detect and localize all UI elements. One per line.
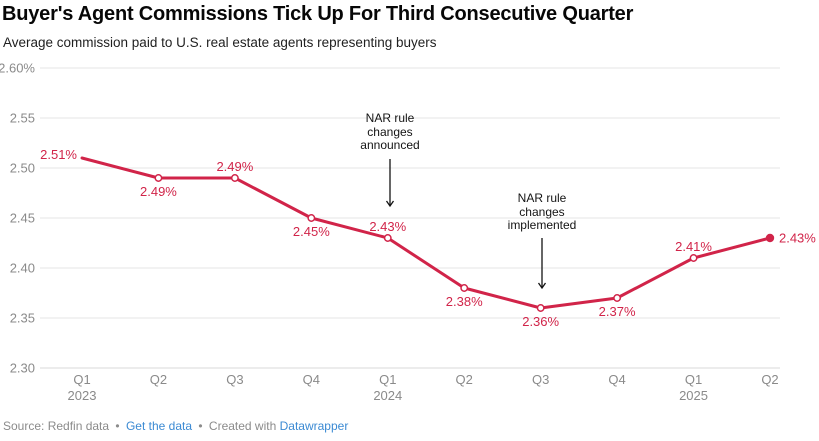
commission-line [80, 156, 772, 310]
footer: Source: Redfin data • Get the data • Cre… [3, 419, 348, 433]
data-point-marker[interactable] [154, 174, 163, 182]
data-point-marker[interactable] [383, 234, 392, 242]
x-tick-label: Q2 [761, 372, 778, 387]
y-tick-label: 2.50 [10, 161, 35, 176]
x-tick-year-label: 2025 [679, 388, 708, 403]
x-tick-label: Q4 [608, 372, 625, 387]
x-tick-label: Q1 [685, 372, 702, 387]
x-tick-label: Q2 [456, 372, 473, 387]
datawrapper-link[interactable]: Datawrapper [279, 419, 349, 433]
data-point-marker[interactable] [613, 294, 622, 302]
data-point-label: 2.45% [293, 224, 330, 239]
data-point-label: 2.51% [40, 147, 77, 162]
x-tick-label: Q4 [303, 372, 320, 387]
annotation-arrowhead [537, 282, 547, 290]
data-point-marker[interactable] [460, 284, 469, 292]
data-point-marker[interactable] [765, 233, 775, 243]
x-tick-label: Q2 [150, 372, 167, 387]
data-point-marker[interactable] [307, 214, 316, 222]
y-tick-label: 2.30 [10, 361, 35, 376]
data-point-label: 2.49% [216, 159, 253, 174]
x-tick-year-label: 2024 [373, 388, 402, 403]
x-tick-label: Q3 [532, 372, 549, 387]
x-tick-label: Q1 [379, 372, 396, 387]
source-text: Source: Redfin data [3, 419, 110, 433]
data-point-label: 2.38% [446, 294, 483, 309]
y-tick-label: 2.35 [10, 311, 35, 326]
x-tick-year-label: 2023 [68, 388, 97, 403]
x-tick-label: Q1 [73, 372, 90, 387]
y-tick-label: 2.40 [10, 261, 35, 276]
x-tick-label: Q3 [226, 372, 243, 387]
data-point-label: 2.37% [599, 304, 636, 319]
data-point-marker[interactable] [536, 304, 545, 312]
annotation-arrowhead [385, 200, 395, 208]
separator-dot: • [115, 419, 120, 433]
data-point-marker[interactable] [689, 254, 698, 262]
y-tick-label: 2.45 [10, 211, 35, 226]
chart-subtitle: Average commission paid to U.S. real est… [3, 35, 437, 50]
get-the-data-link[interactable]: Get the data [125, 419, 193, 433]
data-point-label: 2.36% [522, 314, 559, 329]
annotation-nar-implemented: NAR rule changes implemented [507, 191, 577, 232]
y-tick-label: 2.55 [10, 111, 35, 126]
y-tick-label: 2.60% [0, 61, 35, 76]
data-point-marker[interactable] [230, 174, 239, 182]
data-point-label: 2.41% [675, 239, 712, 254]
annotation-nar-announced: NAR rule changes announced [360, 111, 420, 152]
separator-dot: • [198, 419, 203, 433]
chart-title: Buyer's Agent Commissions Tick Up For Th… [2, 3, 634, 25]
data-point-label: 2.49% [140, 184, 177, 199]
created-with-text: Created with [208, 419, 277, 433]
data-point-label: 2.43% [369, 219, 406, 234]
data-point-label: 2.43% [779, 231, 816, 246]
